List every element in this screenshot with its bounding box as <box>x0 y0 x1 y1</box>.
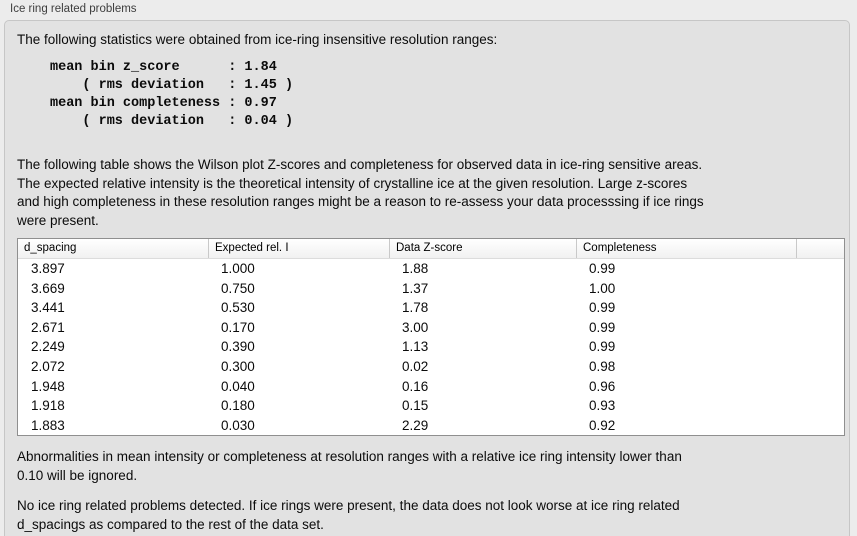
table-cell: 1.948 <box>31 378 65 394</box>
table-row[interactable]: 3.669 0.750 1.37 1.00 <box>18 279 844 299</box>
table-cell: 0.93 <box>589 398 616 414</box>
column-header-expected-rel-i[interactable]: Expected rel. I <box>208 239 389 258</box>
table-cell <box>796 416 844 436</box>
panel-title: Ice ring related problems <box>10 3 137 15</box>
table-cell: 0.99 <box>589 261 616 276</box>
table-cell: 3.669 <box>31 280 65 296</box>
table-cell <box>796 259 844 279</box>
table-row[interactable]: 3.897 1.000 1.88 0.99 <box>18 259 844 279</box>
table-cell <box>796 318 844 338</box>
table-cell: 2.671 <box>31 319 65 335</box>
table-cell: 0.96 <box>589 378 616 394</box>
table-cell: 1.88 <box>402 261 429 276</box>
table-row[interactable]: 2.671 0.170 3.00 0.99 <box>18 318 844 338</box>
table-cell: 0.530 <box>221 300 255 316</box>
table-cell: 3.00 <box>402 319 429 335</box>
table-row[interactable]: 2.249 0.390 1.13 0.99 <box>18 337 844 357</box>
table-cell: 1.00 <box>589 280 616 296</box>
column-header-data-z-score[interactable]: Data Z-score <box>389 239 576 258</box>
stats-block: mean bin z_score : 1.84 ( rms deviation … <box>50 60 294 129</box>
table-description-line: The expected relative intensity is the t… <box>17 175 688 191</box>
table-cell: 0.16 <box>402 378 429 394</box>
table-cell: 1.37 <box>402 280 429 296</box>
ignore-note-line: 0.10 will be ignored. <box>17 467 138 483</box>
table-cell <box>796 279 844 299</box>
table-cell: 0.180 <box>221 398 255 414</box>
table-cell: 0.390 <box>221 339 255 355</box>
table-cell: 0.170 <box>221 319 255 335</box>
table-description: The following table shows the Wilson plo… <box>17 156 841 230</box>
table-cell: 3.897 <box>31 261 65 276</box>
intro-text: The following statistics were obtained f… <box>17 32 498 47</box>
table-cell: 0.99 <box>589 339 616 355</box>
column-header-d-spacing[interactable]: d_spacing <box>24 242 77 254</box>
table-row[interactable]: 1.948 0.040 0.16 0.96 <box>18 377 844 397</box>
table-cell <box>796 377 844 397</box>
ice-ring-table-body: 3.897 1.000 1.88 0.99 3.669 0.750 1.37 1.00 3.44… <box>18 259 844 435</box>
table-cell: 0.750 <box>221 280 255 296</box>
table-cell <box>796 337 844 357</box>
table-cell: 1.918 <box>31 398 65 414</box>
table-cell: 0.030 <box>221 417 255 433</box>
table-cell: 1.883 <box>31 417 65 433</box>
table-cell: 0.02 <box>402 358 429 374</box>
ignore-note-line: Abnormalities in mean intensity or compl… <box>17 449 682 464</box>
conclusion-note-line: No ice ring related problems detected. I… <box>17 498 680 513</box>
table-cell <box>796 396 844 416</box>
table-cell: 1.13 <box>402 339 429 355</box>
table-description-line: The following table shows the Wilson plo… <box>17 157 703 172</box>
table-cell: 3.441 <box>31 300 65 316</box>
table-cell: 0.92 <box>589 417 616 433</box>
table-header-row: d_spacing Expected rel. I Data Z-score C… <box>18 239 844 259</box>
table-description-line: were present. <box>17 212 99 228</box>
table-row[interactable]: 1.918 0.180 0.15 0.93 <box>18 396 844 416</box>
conclusion-note-line: d_spacings as compared to the rest of th… <box>17 516 324 532</box>
table-cell: 0.300 <box>221 358 255 374</box>
table-cell: 0.040 <box>221 378 255 394</box>
table-cell: 2.249 <box>31 339 65 355</box>
table-row[interactable]: 3.441 0.530 1.78 0.99 <box>18 298 844 318</box>
column-header-completeness[interactable]: Completeness <box>576 239 796 258</box>
ice-ring-table: d_spacing Expected rel. I Data Z-score C… <box>17 238 845 436</box>
table-cell: 0.15 <box>402 398 429 414</box>
table-row[interactable]: 1.883 0.030 2.29 0.92 <box>18 416 844 436</box>
conclusion-note: No ice ring related problems detected. I… <box>17 497 841 534</box>
table-cell: 2.29 <box>402 417 429 433</box>
table-cell: 2.072 <box>31 358 65 374</box>
table-description-line: and high completeness in these resolutio… <box>17 194 704 209</box>
column-header-empty <box>796 239 844 258</box>
table-cell: 0.99 <box>589 319 616 335</box>
ignore-threshold-note: Abnormalities in mean intensity or compl… <box>17 448 841 485</box>
table-cell: 1.000 <box>221 261 255 276</box>
table-cell <box>796 298 844 318</box>
table-cell: 0.98 <box>589 358 616 374</box>
table-cell: 1.78 <box>402 300 429 316</box>
ice-ring-panel: The following statistics were obtained f… <box>4 20 850 536</box>
table-row[interactable]: 2.072 0.300 0.02 0.98 <box>18 357 844 377</box>
table-cell <box>796 357 844 377</box>
table-cell: 0.99 <box>589 300 616 316</box>
